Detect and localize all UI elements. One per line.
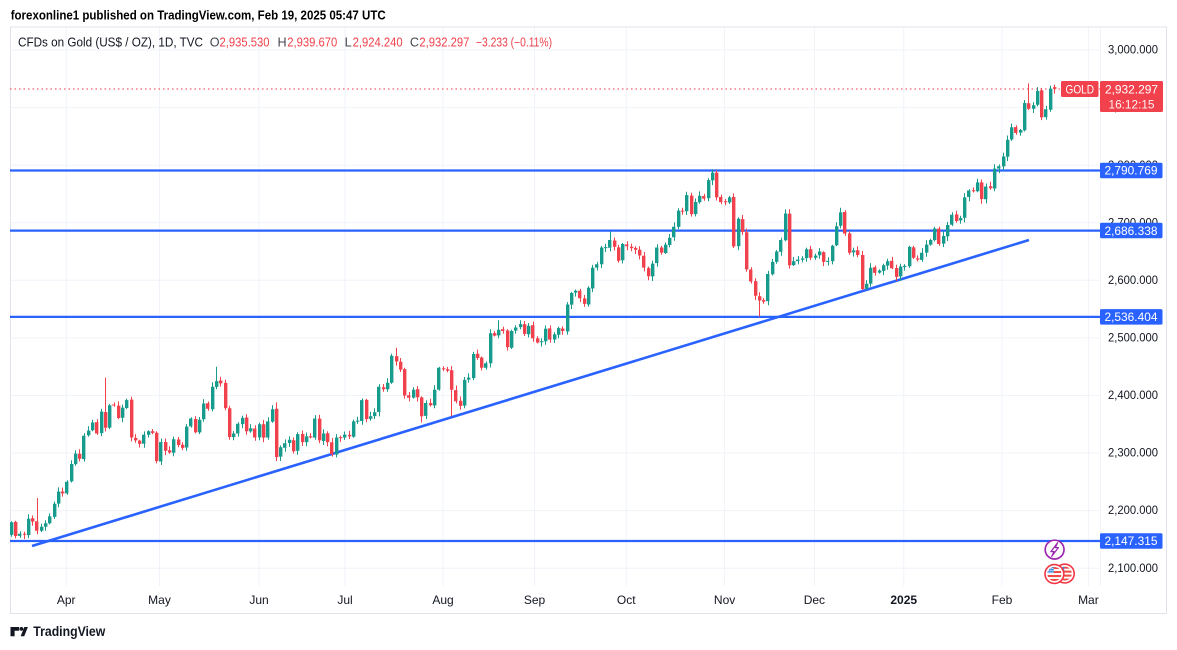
svg-text:2,939.670: 2,939.670 xyxy=(287,36,337,50)
svg-text:H: H xyxy=(278,36,287,50)
svg-text:2,935.530: 2,935.530 xyxy=(220,36,270,50)
svg-text:O: O xyxy=(210,36,220,50)
svg-text:2,400.000: 2,400.000 xyxy=(1108,388,1158,402)
svg-text:May: May xyxy=(148,593,171,607)
svg-text:L: L xyxy=(345,36,352,50)
svg-text:2025: 2025 xyxy=(890,593,917,607)
svg-text:TradingView: TradingView xyxy=(33,624,105,639)
svg-text:2,924.240: 2,924.240 xyxy=(353,36,403,50)
svg-text:2,600.000: 2,600.000 xyxy=(1108,273,1158,287)
svg-text:Mar: Mar xyxy=(1078,593,1099,607)
svg-text:GOLD: GOLD xyxy=(1066,82,1095,96)
svg-text:2,932.297: 2,932.297 xyxy=(1105,82,1158,96)
svg-text:Dec: Dec xyxy=(804,593,825,607)
svg-text:Nov: Nov xyxy=(714,593,735,607)
svg-text:Apr: Apr xyxy=(57,593,76,607)
svg-text:CFDs on Gold (US$ / OZ), 1D, T: CFDs on Gold (US$ / OZ), 1D, TVC xyxy=(18,36,203,50)
svg-text:−3.233 (−0.11%): −3.233 (−0.11%) xyxy=(476,36,552,50)
svg-text:2,147.315: 2,147.315 xyxy=(1105,534,1158,548)
svg-text:C: C xyxy=(410,36,419,50)
svg-text:2,932.297: 2,932.297 xyxy=(419,36,469,50)
svg-text:2,200.000: 2,200.000 xyxy=(1108,503,1158,517)
svg-text:Jun: Jun xyxy=(249,593,268,607)
svg-text:Oct: Oct xyxy=(617,593,636,607)
svg-text:2,500.000: 2,500.000 xyxy=(1108,331,1158,345)
svg-text:2,790.769: 2,790.769 xyxy=(1105,164,1158,178)
svg-text:Aug: Aug xyxy=(432,593,453,607)
svg-text:forexonline1 published on Trad: forexonline1 published on TradingView.co… xyxy=(11,9,386,23)
svg-text:Jul: Jul xyxy=(337,593,352,607)
svg-text:2,300.000: 2,300.000 xyxy=(1108,446,1158,460)
svg-text:16:12:15: 16:12:15 xyxy=(1109,97,1155,111)
svg-text:3,000.000: 3,000.000 xyxy=(1108,43,1158,57)
svg-text:2,100.000: 2,100.000 xyxy=(1108,561,1158,575)
svg-text:Sep: Sep xyxy=(524,593,546,607)
svg-text:2,686.338: 2,686.338 xyxy=(1105,224,1158,238)
svg-text:Feb: Feb xyxy=(992,593,1013,607)
svg-text:2,536.404: 2,536.404 xyxy=(1105,310,1158,324)
